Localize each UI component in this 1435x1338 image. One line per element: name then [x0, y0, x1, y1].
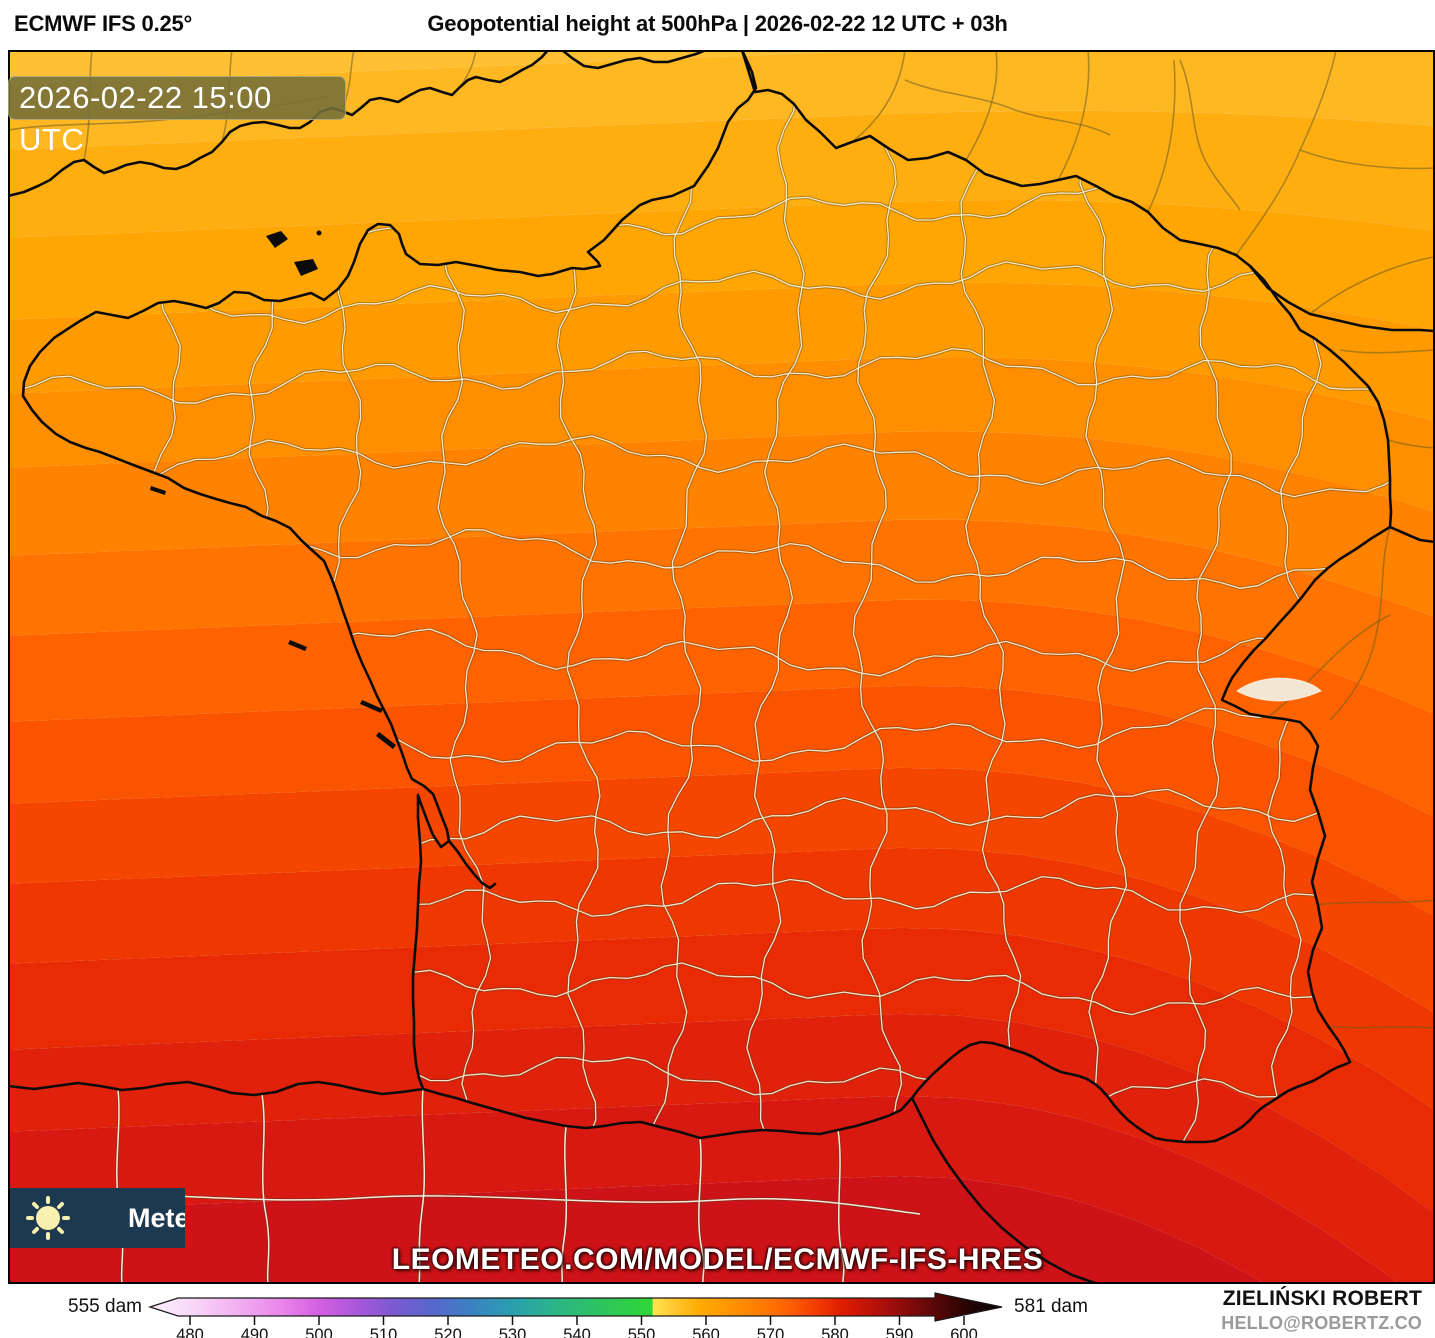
field-band — [8, 1175, 1266, 1284]
field-band — [8, 685, 1435, 917]
field-band — [8, 110, 1435, 238]
colorbar-tick-label: 510 — [370, 1326, 398, 1338]
country-borders — [8, 50, 1435, 1284]
colorbar-tick-label: 550 — [628, 1326, 656, 1338]
field-band — [8, 519, 1435, 715]
colorbar-tick-label: 600 — [950, 1326, 978, 1338]
model-label: ECMWF IFS 0.25° — [14, 11, 193, 36]
colorbar-min-label: 555 dam — [68, 1296, 142, 1317]
colorbar-tick-label: 530 — [499, 1326, 527, 1338]
field-band — [8, 431, 1435, 618]
colorbar-tick-label: 570 — [757, 1326, 785, 1338]
field-band — [8, 847, 1435, 1111]
colorbar-max-label: 581 dam — [1014, 1296, 1088, 1317]
colorbar-tick-label: 480 — [176, 1326, 204, 1338]
colorbar-tick-label: 540 — [563, 1326, 591, 1338]
colorbar-tick-label: 520 — [434, 1326, 462, 1338]
field-band — [8, 356, 1435, 513]
logo-text: Meteo — [128, 1203, 185, 1233]
contact-credit: HELLO@ROBERTZ.CO — [1221, 1313, 1422, 1333]
watermark-url: LEOMETEO.COM/MODEL/ECMWF-IFS-HRES — [391, 1243, 1044, 1276]
sun-icon — [26, 1196, 70, 1240]
field-band — [8, 282, 1435, 422]
field-band — [8, 1013, 1435, 1284]
islands — [150, 230, 396, 749]
colorbar: 480 490 500 510 520 530 540 550 560 570 580 590 600 — [148, 1292, 1003, 1338]
field-band — [8, 200, 1435, 331]
colorbar-tick-label: 560 — [692, 1326, 720, 1338]
field-band — [8, 50, 892, 86]
colorbar-tick-label: 590 — [886, 1326, 914, 1338]
field-band — [8, 1095, 1399, 1284]
field-band — [8, 50, 1435, 150]
lake-geneva — [1236, 677, 1322, 702]
map-frame — [8, 50, 1435, 1284]
colorbar-tick-label: 500 — [305, 1326, 333, 1338]
colorbar-tick-label: 580 — [821, 1326, 849, 1338]
colorbar-tick-label: 490 — [241, 1326, 269, 1338]
field-band — [8, 927, 1435, 1214]
page-title: Geopotential height at 500hPa | 2026-02-… — [427, 11, 1008, 36]
field-band — [8, 767, 1435, 1014]
author-credit: ZIELIŃSKI ROBERT — [1222, 1287, 1422, 1310]
foreign-region-boundaries — [8, 50, 1435, 1029]
valid-time-badge: 2026-02-22 15:00 UTC — [8, 76, 346, 157]
site-logo: Meteo — [10, 1188, 185, 1248]
